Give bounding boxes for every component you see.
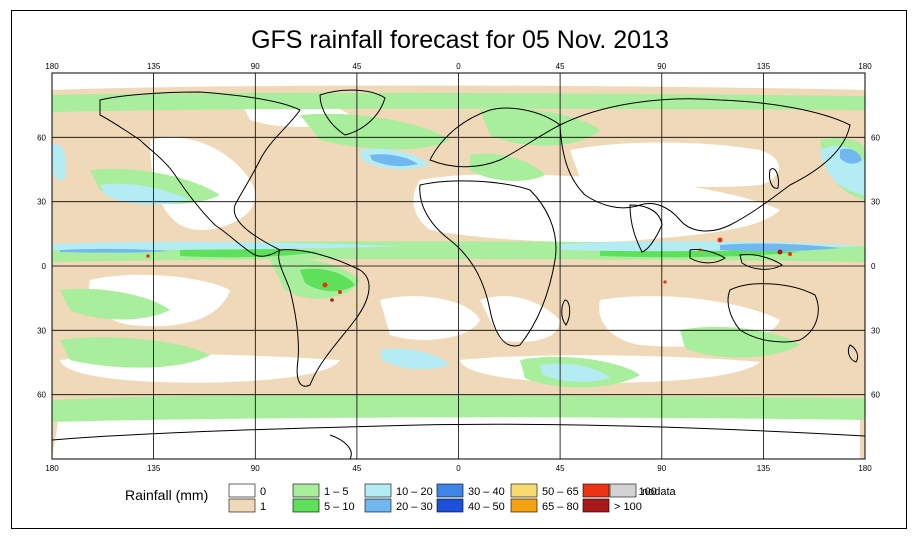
legend-class-label: > 100 [614, 501, 642, 513]
map-border [51, 72, 866, 460]
lon-tick-label-top: 90 [657, 62, 666, 71]
legend-class-label: 20 – 30 [396, 501, 433, 513]
legend-swatch [436, 498, 464, 513]
lat-tick-label-right: 0 [871, 262, 876, 271]
legend-class-label: 1 [260, 501, 266, 513]
legend-swatch [510, 483, 538, 498]
lon-tick-label-bottom: 45 [352, 464, 361, 473]
lon-tick-label-bottom: 135 [757, 464, 771, 473]
lon-tick-label-bottom: 90 [251, 464, 260, 473]
lat-tick-label-left: 30 [37, 198, 46, 207]
lon-tick-label-top: 180 [858, 62, 872, 71]
legend-class-label: 30 – 40 [468, 486, 505, 498]
lat-tick-label-left: 60 [37, 133, 46, 142]
lon-ticks-top: 180 135 90 45 0 45 90 135 180 [45, 62, 872, 71]
lat-tick-label-right: 30 [871, 326, 880, 335]
legend-class-label: 1 – 5 [324, 486, 348, 498]
legend-swatch [510, 498, 538, 513]
lon-ticks-bottom: 180 135 90 45 0 45 90 135 180 [45, 464, 872, 473]
lon-tick-label-bottom: 45 [556, 464, 565, 473]
lon-tick-label-bottom: 90 [657, 464, 666, 473]
lat-tick-label-right: 60 [871, 391, 880, 400]
lon-tick-label-bottom: 180 [858, 464, 872, 473]
lon-tick-label-bottom: 180 [45, 464, 59, 473]
legend-swatch [292, 498, 320, 513]
lat-ticks-right: 60 30 0 30 60 [871, 133, 880, 399]
legend-title: Rainfall (mm) [125, 487, 208, 503]
legend-swatch [582, 483, 610, 498]
legend-nodata-label: nodata [642, 486, 677, 498]
legend-items: 0 1 1 – 5 5 – 10 10 – 20 20 – 30 30 – 40 40 – 5… [228, 483, 657, 513]
legend-class-label: 10 – 20 [396, 486, 433, 498]
lon-tick-label-top: 45 [352, 62, 361, 71]
lon-tick-label-bottom: 135 [147, 464, 161, 473]
lon-tick-label-top: 90 [251, 62, 260, 71]
map-title: GFS rainfall forecast for 05 Nov. 2013 [251, 26, 669, 54]
lat-tick-label-left: 60 [37, 391, 46, 400]
lat-tick-label-left: 0 [42, 262, 47, 271]
legend-class-label: 0 [260, 486, 266, 498]
legend-swatch [582, 498, 610, 513]
legend-swatch [228, 498, 256, 513]
lat-tick-label-right: 60 [871, 133, 880, 142]
legend-class-label: 5 – 10 [324, 501, 355, 513]
lon-tick-label-bottom: 0 [456, 464, 461, 473]
legend-swatch [228, 483, 256, 498]
lon-tick-label-top: 0 [456, 62, 461, 71]
legend-class-label: 50 – 65 [542, 486, 579, 498]
graticule [52, 73, 865, 459]
legend-swatch [436, 483, 464, 498]
legend-class-label: 40 – 50 [468, 501, 505, 513]
lon-tick-label-top: 135 [147, 62, 161, 71]
lat-tick-label-right: 30 [871, 198, 880, 207]
lon-tick-label-top: 45 [556, 62, 565, 71]
legend-nodata-swatch [609, 483, 637, 498]
lat-tick-label-left: 30 [37, 326, 46, 335]
legend-swatch [364, 498, 392, 513]
lon-tick-label-top: 135 [757, 62, 771, 71]
legend-swatch [292, 483, 320, 498]
legend-class-label: 65 – 80 [542, 501, 579, 513]
lat-ticks-left: 60 30 0 30 60 [37, 133, 46, 399]
figure-frame [11, 10, 907, 529]
lon-tick-label-top: 180 [45, 62, 59, 71]
legend-swatch [364, 483, 392, 498]
